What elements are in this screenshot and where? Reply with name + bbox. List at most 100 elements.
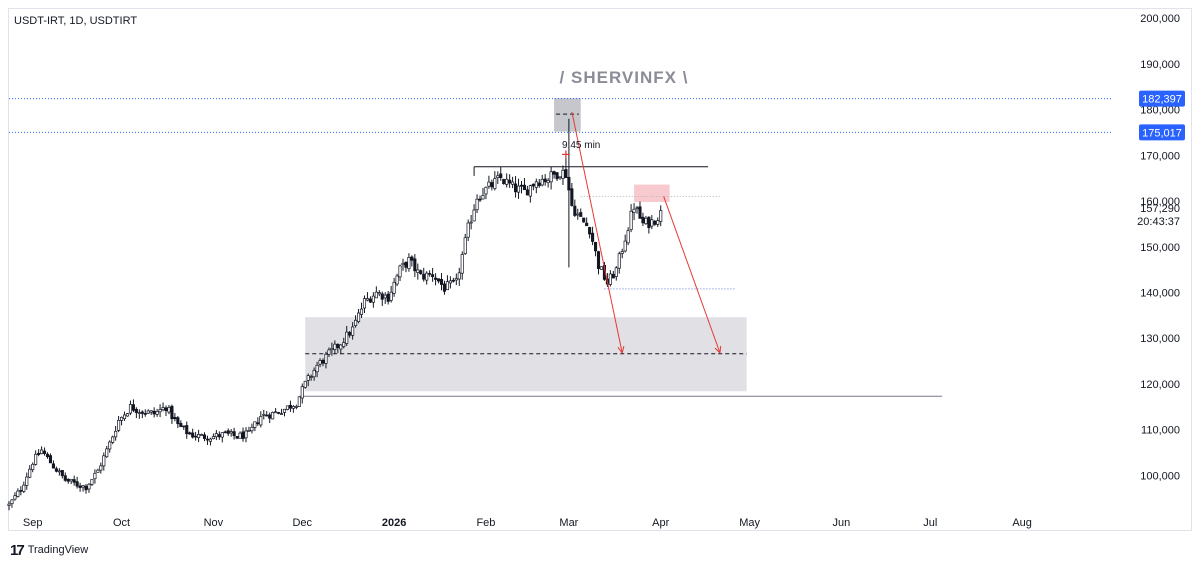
candle-body — [354, 319, 358, 326]
candle-body — [128, 404, 133, 414]
candle-body — [125, 413, 130, 417]
candle-body — [564, 169, 568, 179]
candle-body — [599, 266, 604, 270]
candle-body — [422, 273, 426, 280]
tradingview-logo-text: TradingView — [27, 544, 89, 556]
time-annotation: 9:45 min — [562, 140, 600, 151]
candle-body — [608, 273, 612, 285]
candle-body — [241, 431, 245, 439]
candle-body — [632, 208, 636, 213]
projection-arrow-head — [617, 345, 625, 354]
symbol-title: USDT-IRT, 1D, USDTIRT — [14, 15, 138, 27]
time-tick-label: Jul — [923, 517, 937, 529]
candle-body — [16, 490, 20, 497]
candle-body — [516, 185, 521, 193]
candle-body — [28, 468, 32, 478]
candle-body — [211, 436, 215, 440]
candle-body — [105, 448, 109, 458]
time-tick-label: May — [739, 517, 760, 529]
candle-body — [208, 438, 212, 442]
candle-body — [428, 273, 432, 275]
candle-body — [167, 407, 171, 413]
candle-body — [247, 430, 251, 432]
candle-body — [567, 176, 571, 191]
candle-body — [561, 169, 565, 179]
candle-body — [274, 411, 278, 414]
candle-body — [99, 465, 103, 471]
candle-body — [318, 360, 322, 365]
candle-body — [330, 348, 334, 351]
candle-body — [448, 280, 452, 284]
zone-box — [554, 98, 581, 132]
candle-body — [309, 376, 313, 378]
chart-frame — [8, 8, 1192, 531]
candle-body — [158, 409, 162, 413]
zones-layer — [305, 98, 747, 392]
candles-layer — [7, 118, 663, 511]
candle-body — [478, 198, 482, 201]
last-price-label: 157,290 — [1140, 203, 1180, 215]
candle-body — [31, 463, 35, 470]
candle-body — [179, 423, 183, 427]
candle-body — [60, 470, 64, 477]
candle-body — [22, 484, 26, 492]
candle-body — [37, 452, 41, 455]
candle-body — [410, 256, 414, 261]
candle-body — [481, 195, 485, 200]
candle-body — [469, 221, 473, 224]
time-tick-label: Nov — [204, 517, 224, 529]
candle-body — [13, 495, 17, 500]
candle-body — [404, 261, 408, 268]
candle-body — [232, 431, 236, 437]
candle-body — [570, 188, 574, 206]
candle-body — [475, 198, 479, 211]
candle-body — [576, 213, 580, 216]
projection-arrow — [663, 196, 721, 354]
candle-body — [368, 298, 372, 303]
candle-body — [638, 206, 642, 219]
candle-body — [229, 431, 233, 434]
time-tick-label: Mar — [559, 517, 578, 529]
candle-body — [10, 499, 14, 505]
candle-body — [431, 274, 435, 278]
price-tag-label: 182,397 — [1142, 94, 1182, 106]
candle-body — [413, 258, 417, 272]
candle-body — [277, 412, 281, 414]
candle-body — [614, 267, 618, 277]
candle-body — [348, 331, 352, 336]
candle-body — [161, 407, 165, 411]
candle-body — [214, 433, 218, 438]
price-tick-label: 180,000 — [1140, 105, 1180, 117]
candle-body — [454, 278, 458, 281]
candle-body — [620, 251, 624, 254]
candle-body — [81, 485, 85, 488]
candle-body — [342, 342, 346, 347]
candle-body — [321, 359, 325, 364]
candle-body — [140, 411, 144, 414]
candle-body — [226, 430, 230, 434]
candle-body — [256, 422, 260, 425]
price-tick-label: 190,000 — [1140, 59, 1180, 71]
candle-body — [380, 293, 384, 300]
candle-body — [315, 364, 319, 373]
candle-body — [306, 375, 310, 381]
candle-body — [294, 406, 298, 408]
candle-body — [238, 432, 242, 439]
candle-body — [457, 272, 461, 280]
candle-body — [383, 294, 387, 299]
candle-body — [593, 242, 598, 252]
candle-body — [585, 222, 589, 227]
tradingview-logo[interactable]: 17 TradingView — [10, 541, 88, 559]
candle-body — [19, 490, 23, 492]
candle-body — [48, 455, 53, 464]
candle-body — [327, 349, 331, 355]
time-tick-label: Aug — [1012, 517, 1032, 529]
candle-body — [188, 432, 192, 435]
candle-body — [63, 475, 67, 481]
candle-body — [253, 421, 257, 428]
zone-box — [634, 184, 670, 202]
candle-body — [66, 478, 70, 482]
candle-body — [202, 434, 207, 439]
candle-body — [259, 416, 263, 426]
